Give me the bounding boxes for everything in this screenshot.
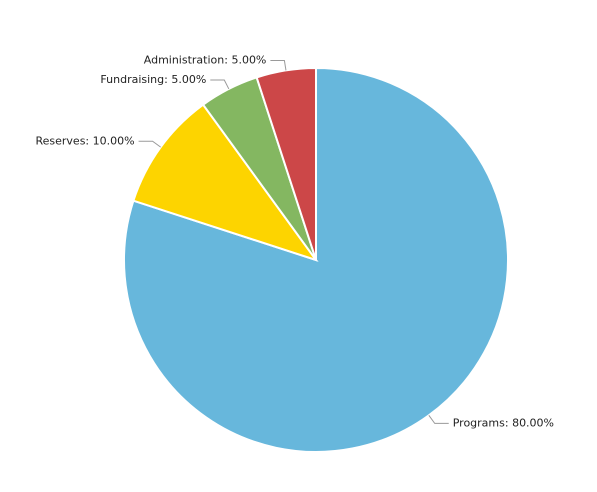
leader-line-reserves — [138, 140, 161, 148]
slice-label-programs: Programs: 80.00% — [453, 416, 554, 429]
slice-label-fundraising: Fundraising: 5.00% — [100, 73, 206, 86]
pie-slices — [123, 66, 509, 453]
slice-label-administration: Administration: 5.00% — [144, 53, 267, 66]
leader-line-programs — [428, 415, 449, 424]
leader-line-administration — [270, 59, 287, 71]
pie-leader-lines — [138, 59, 449, 424]
pie-slice-reserves[interactable] — [132, 103, 319, 262]
slice-label-reserves: Reserves: 10.00% — [35, 134, 134, 147]
pie-labels: Programs: 80.00% Reserves: 10.00% Fundrais… — [35, 53, 554, 429]
pie-slice-administration[interactable] — [255, 66, 317, 261]
pie-slice-programs[interactable] — [123, 66, 509, 453]
leader-line-fundraising — [210, 79, 230, 90]
